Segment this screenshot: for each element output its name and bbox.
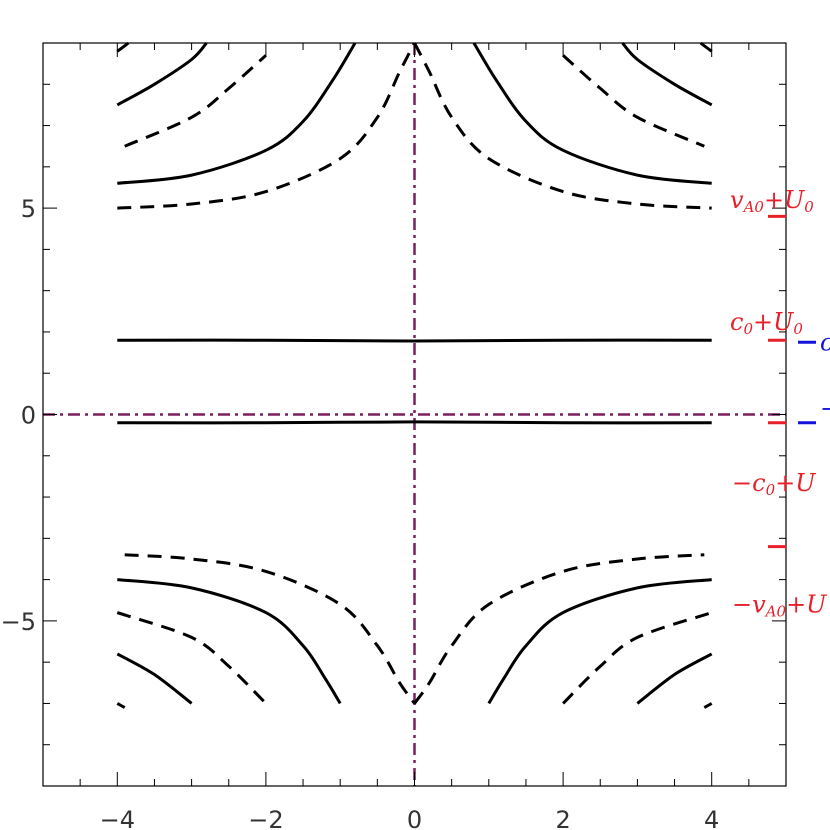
curve-solid-5 [472, 42, 712, 185]
y-tick-label: 5 [21, 195, 36, 223]
curve-solid-19 [636, 652, 713, 705]
annotation-label: c0+U0 [730, 308, 803, 338]
curve-dashed-2 [117, 42, 416, 210]
curve-solid-18 [116, 652, 193, 705]
annotations: vA0+U0 c0+U0 c −c0+U − −vA0+U [730, 186, 830, 620]
dispersion-curves [116, 41, 713, 709]
y-tick-label: −5 [1, 608, 36, 636]
annotation-label: vA0+U0 [730, 186, 814, 216]
curve-dashed-6 [124, 54, 267, 148]
annotation-label: −c0+U [732, 469, 816, 499]
curve-dashed-7 [562, 54, 705, 148]
tick-labels: −4 −2 0 2 4 −5 0 5 [1, 195, 720, 830]
curve-dashed-13 [413, 553, 705, 705]
reference-lines [43, 43, 786, 786]
x-tick-label: −2 [248, 806, 283, 830]
annotation-label: c [820, 329, 830, 357]
curve-solid-0 [117, 338, 712, 343]
curve-dashed-17 [562, 611, 713, 705]
curve-dashed-3 [413, 42, 712, 210]
curve-dashed-21 [703, 702, 713, 709]
x-tick-label: 2 [555, 806, 570, 830]
x-tick-label: 0 [407, 806, 422, 830]
y-tick-label: 0 [21, 402, 36, 430]
annotation-label: − [820, 395, 830, 423]
x-tick-label: 4 [704, 806, 719, 830]
curve-solid-15 [487, 578, 712, 705]
curve-dashed-10 [116, 41, 130, 53]
curve-solid-1 [117, 420, 712, 425]
curve-dashed-12 [124, 553, 416, 705]
annotation-label: −vA0+U [732, 591, 827, 621]
axes [42, 42, 787, 787]
curve-dashed-20 [116, 702, 126, 709]
curve-solid-4 [117, 42, 357, 185]
curve-solid-14 [117, 578, 342, 705]
curve-solid-9 [621, 42, 713, 107]
curve-solid-8 [116, 42, 208, 107]
curve-dashed-16 [116, 611, 267, 705]
x-tick-label: −4 [100, 806, 135, 830]
curve-dashed-11 [699, 41, 713, 53]
